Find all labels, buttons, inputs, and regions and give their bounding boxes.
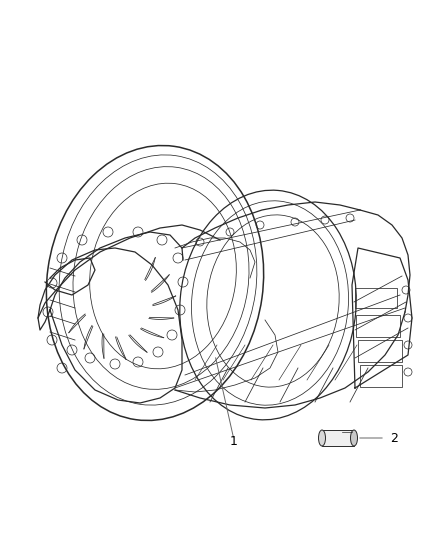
Bar [358,340,402,362]
Text: 2: 2 [390,432,398,445]
Bar [322,430,354,446]
Bar [355,288,397,308]
Text: 1: 1 [230,435,238,448]
Ellipse shape [350,430,357,446]
Bar [356,315,400,337]
Ellipse shape [318,430,325,446]
Bar [360,365,402,387]
